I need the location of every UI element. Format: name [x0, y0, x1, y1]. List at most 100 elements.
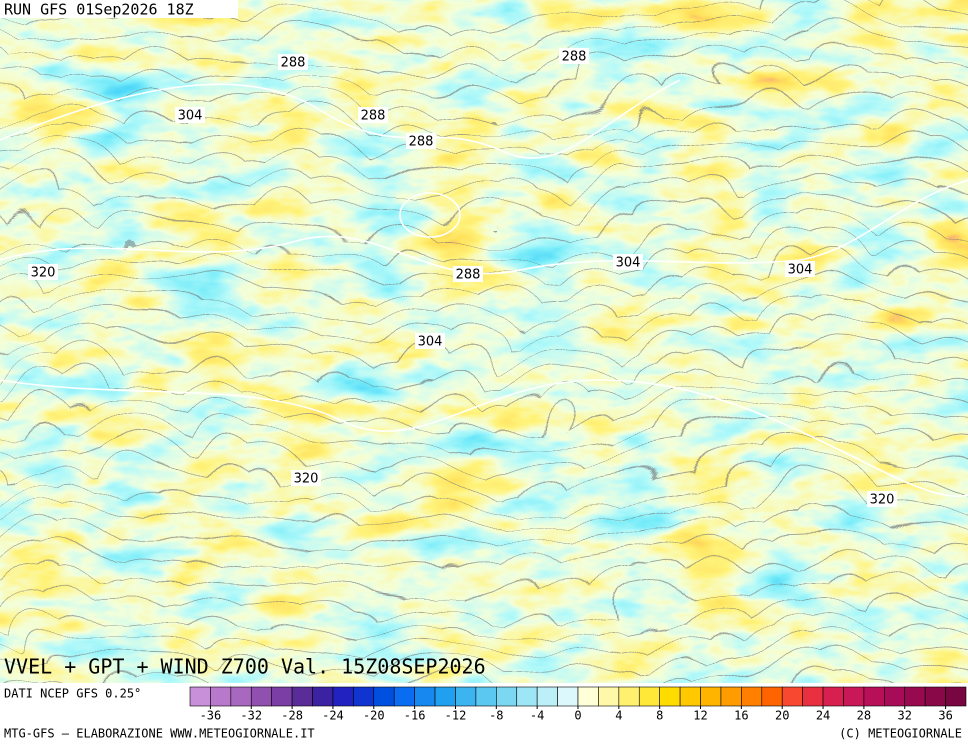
streamline — [0, 226, 968, 264]
colorbar-swatch — [781, 686, 803, 707]
contour-label: 320 — [294, 472, 319, 487]
streamline — [0, 562, 968, 600]
streamline — [0, 121, 968, 159]
colorbar-swatch — [945, 686, 967, 707]
colorbar-swatch — [291, 686, 313, 707]
streamline — [0, 415, 968, 453]
streamline — [0, 37, 968, 75]
contour-label: 320 — [870, 493, 895, 508]
colorbar-swatch — [434, 686, 456, 707]
contour-label-box — [453, 266, 483, 282]
colorbar-swatch — [414, 686, 436, 707]
contour-label-box — [291, 470, 321, 486]
colorbar-swatch — [353, 686, 375, 707]
colorbar-swatch — [659, 686, 681, 707]
geopotential-contours — [0, 79, 968, 498]
colorbar-source: DATI NCEP GFS 0.25° — [4, 687, 141, 701]
streamline — [0, 541, 968, 579]
contour-label: 288 — [281, 56, 306, 71]
colorbar-swatch — [843, 686, 865, 707]
wind-streamlines — [0, 0, 968, 705]
colorbar-tick-label: -28 — [281, 709, 303, 723]
streamline — [290, 0, 603, 12]
colorbar-tick-label: 28 — [857, 709, 871, 723]
colorbar-tick-label: 4 — [615, 709, 622, 723]
colorbar: -36 -32 -28 -24 -20 -16 -12 -8 -4 0 4 8 12 16 20 24 28 32… — [189, 686, 967, 723]
map-title: VVEL + GPT + WIND Z700 Val. 15Z08SEP2026 — [4, 655, 486, 679]
streamline — [0, 394, 968, 432]
colorbar-swatch — [475, 686, 497, 707]
contour-label: 304 — [788, 263, 813, 278]
contour-label-box — [28, 264, 58, 280]
streamline — [0, 310, 968, 348]
colorbar-swatch — [516, 686, 538, 707]
streamline — [0, 205, 968, 243]
streamline — [0, 58, 968, 96]
colorbar-tick-label: -24 — [322, 709, 344, 723]
colorbar-swatch — [884, 686, 906, 707]
colorbar-swatch — [618, 686, 640, 707]
contour-label: 288 — [361, 109, 386, 124]
streamline — [0, 352, 968, 390]
streamline — [0, 625, 968, 663]
contour-line — [0, 79, 681, 159]
contour-labels: 288 288 304 288 288 288 304 304 304 320 320 320 — [28, 48, 897, 508]
run-label: RUN GFS 01Sep2026 18Z — [4, 1, 194, 19]
streamline — [0, 79, 968, 117]
colorbar-swatch — [720, 686, 742, 707]
streamline — [0, 373, 968, 411]
colorbar-swatch — [679, 686, 701, 707]
contour-label: 304 — [616, 256, 641, 271]
contour-label-box — [559, 48, 589, 64]
colorbar-swatch — [802, 686, 824, 707]
colorbar-tick-label: 20 — [775, 709, 789, 723]
colorbar-swatch — [230, 686, 252, 707]
streamline — [0, 268, 968, 306]
contour-label-box — [175, 107, 205, 123]
streamline — [0, 163, 968, 201]
colorbar-swatch — [271, 686, 293, 707]
colorbar-tick-label: 32 — [898, 709, 912, 723]
streamline — [0, 16, 968, 54]
colorbar-swatch — [822, 686, 844, 707]
colorbar-swatch — [455, 686, 477, 707]
contour-label: 320 — [31, 266, 56, 281]
colorbar-swatch — [393, 686, 415, 707]
vvel-field — [0, 0, 968, 683]
colorbar-swatch — [700, 686, 722, 707]
colorbar-swatch — [496, 686, 518, 707]
contour-label: 288 — [409, 135, 434, 150]
streamline — [0, 646, 968, 684]
streamline — [0, 604, 968, 642]
colorbar-swatch — [761, 686, 783, 707]
contour-label-box — [613, 254, 643, 270]
colorbar-tick-label: 36 — [938, 709, 952, 723]
footer-right: (C) METEOGIORNALE — [839, 727, 962, 741]
contour-label: 304 — [178, 109, 203, 124]
contour-label-box — [358, 107, 388, 123]
streamline — [0, 184, 968, 222]
colorbar-tick-label: -32 — [240, 709, 262, 723]
colorbar-swatch — [250, 686, 272, 707]
colorbar-tick-label: 0 — [574, 709, 581, 723]
colorbar-tick-label: -12 — [445, 709, 467, 723]
streamline — [0, 520, 968, 558]
contour-line — [0, 179, 968, 275]
streamline — [0, 331, 968, 369]
contour-label-box — [867, 491, 897, 507]
colorbar-swatch — [189, 686, 211, 707]
streamline — [0, 142, 968, 180]
colorbar-swatch — [598, 686, 620, 707]
colorbar-swatch — [332, 686, 354, 707]
contour-label: 288 — [562, 50, 587, 65]
header-box — [0, 0, 238, 18]
contour-line — [0, 379, 968, 498]
colorbar-tick-label: 16 — [734, 709, 748, 723]
colorbar-swatch — [904, 686, 926, 707]
contour-line — [399, 192, 461, 238]
colorbar-tick-label: 8 — [656, 709, 663, 723]
colorbar-swatch — [312, 686, 334, 707]
streamline — [0, 457, 968, 495]
